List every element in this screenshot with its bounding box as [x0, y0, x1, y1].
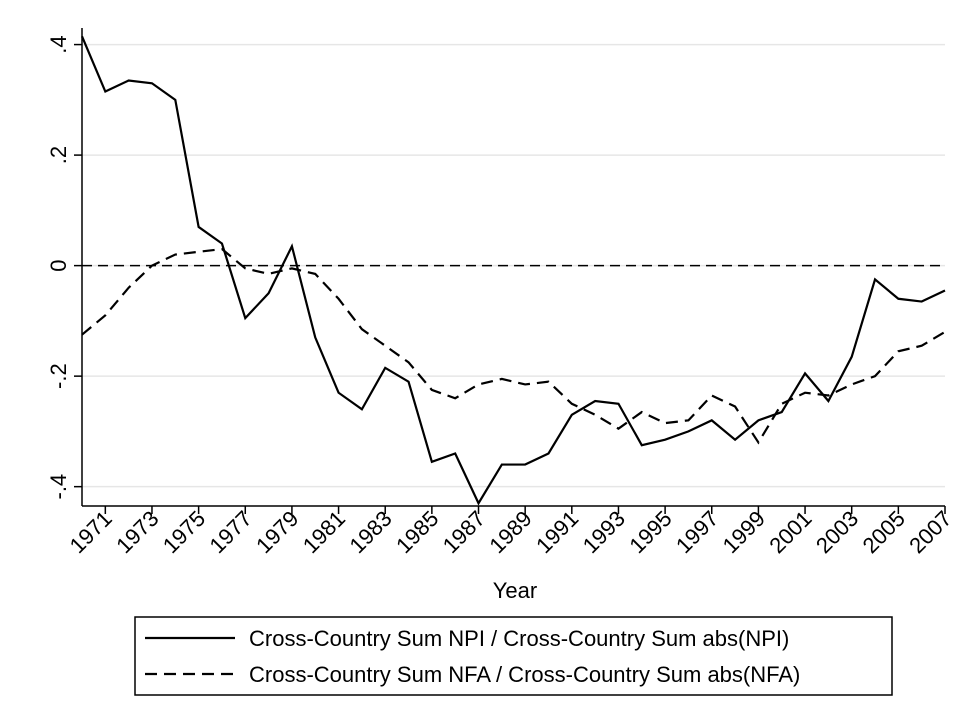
- data-line: [80, 35, 946, 506]
- x-tick-label: 2003: [811, 506, 863, 558]
- x-axis-title: Year: [493, 578, 537, 603]
- x-tick-label: 2005: [858, 506, 910, 558]
- x-tick-label: 2007: [904, 506, 956, 558]
- x-tick-label: 1991: [531, 506, 583, 558]
- x-tick-label: 1981: [298, 506, 350, 558]
- x-tick-label: 1997: [671, 506, 723, 558]
- y-tick-label: .4: [46, 35, 71, 53]
- x-tick-label: 1977: [205, 506, 257, 558]
- legend-box: [134, 616, 893, 696]
- x-tick-label: 1987: [438, 506, 490, 558]
- x-tick-label: 2001: [764, 506, 816, 558]
- x-tick-label: 1989: [484, 506, 536, 558]
- legend-label: Cross-Country Sum NPI / Cross-Country Su…: [249, 626, 789, 651]
- x-tick-label: 1973: [111, 506, 163, 558]
- y-tick-label: -.2: [46, 363, 71, 389]
- x-tick-label: 1999: [718, 506, 770, 558]
- data-line: [81, 247, 946, 445]
- x-tick-label: 1983: [344, 506, 396, 558]
- x-tick-label: 1979: [251, 506, 303, 558]
- y-tick-label: -.4: [46, 474, 71, 500]
- legend-label: Cross-Country Sum NFA / Cross-Country Su…: [249, 662, 800, 687]
- x-tick-label: 1971: [65, 506, 117, 558]
- x-tick-label: 1975: [158, 506, 210, 558]
- y-tick-label: .2: [46, 146, 71, 164]
- legend: Cross-Country Sum NPI / Cross-Country Su…: [134, 616, 893, 696]
- x-tick-label: 1995: [624, 506, 676, 558]
- x-tick-label: 1985: [391, 506, 443, 558]
- y-tick-label: 0: [46, 259, 71, 271]
- x-tick-label: 1993: [578, 506, 630, 558]
